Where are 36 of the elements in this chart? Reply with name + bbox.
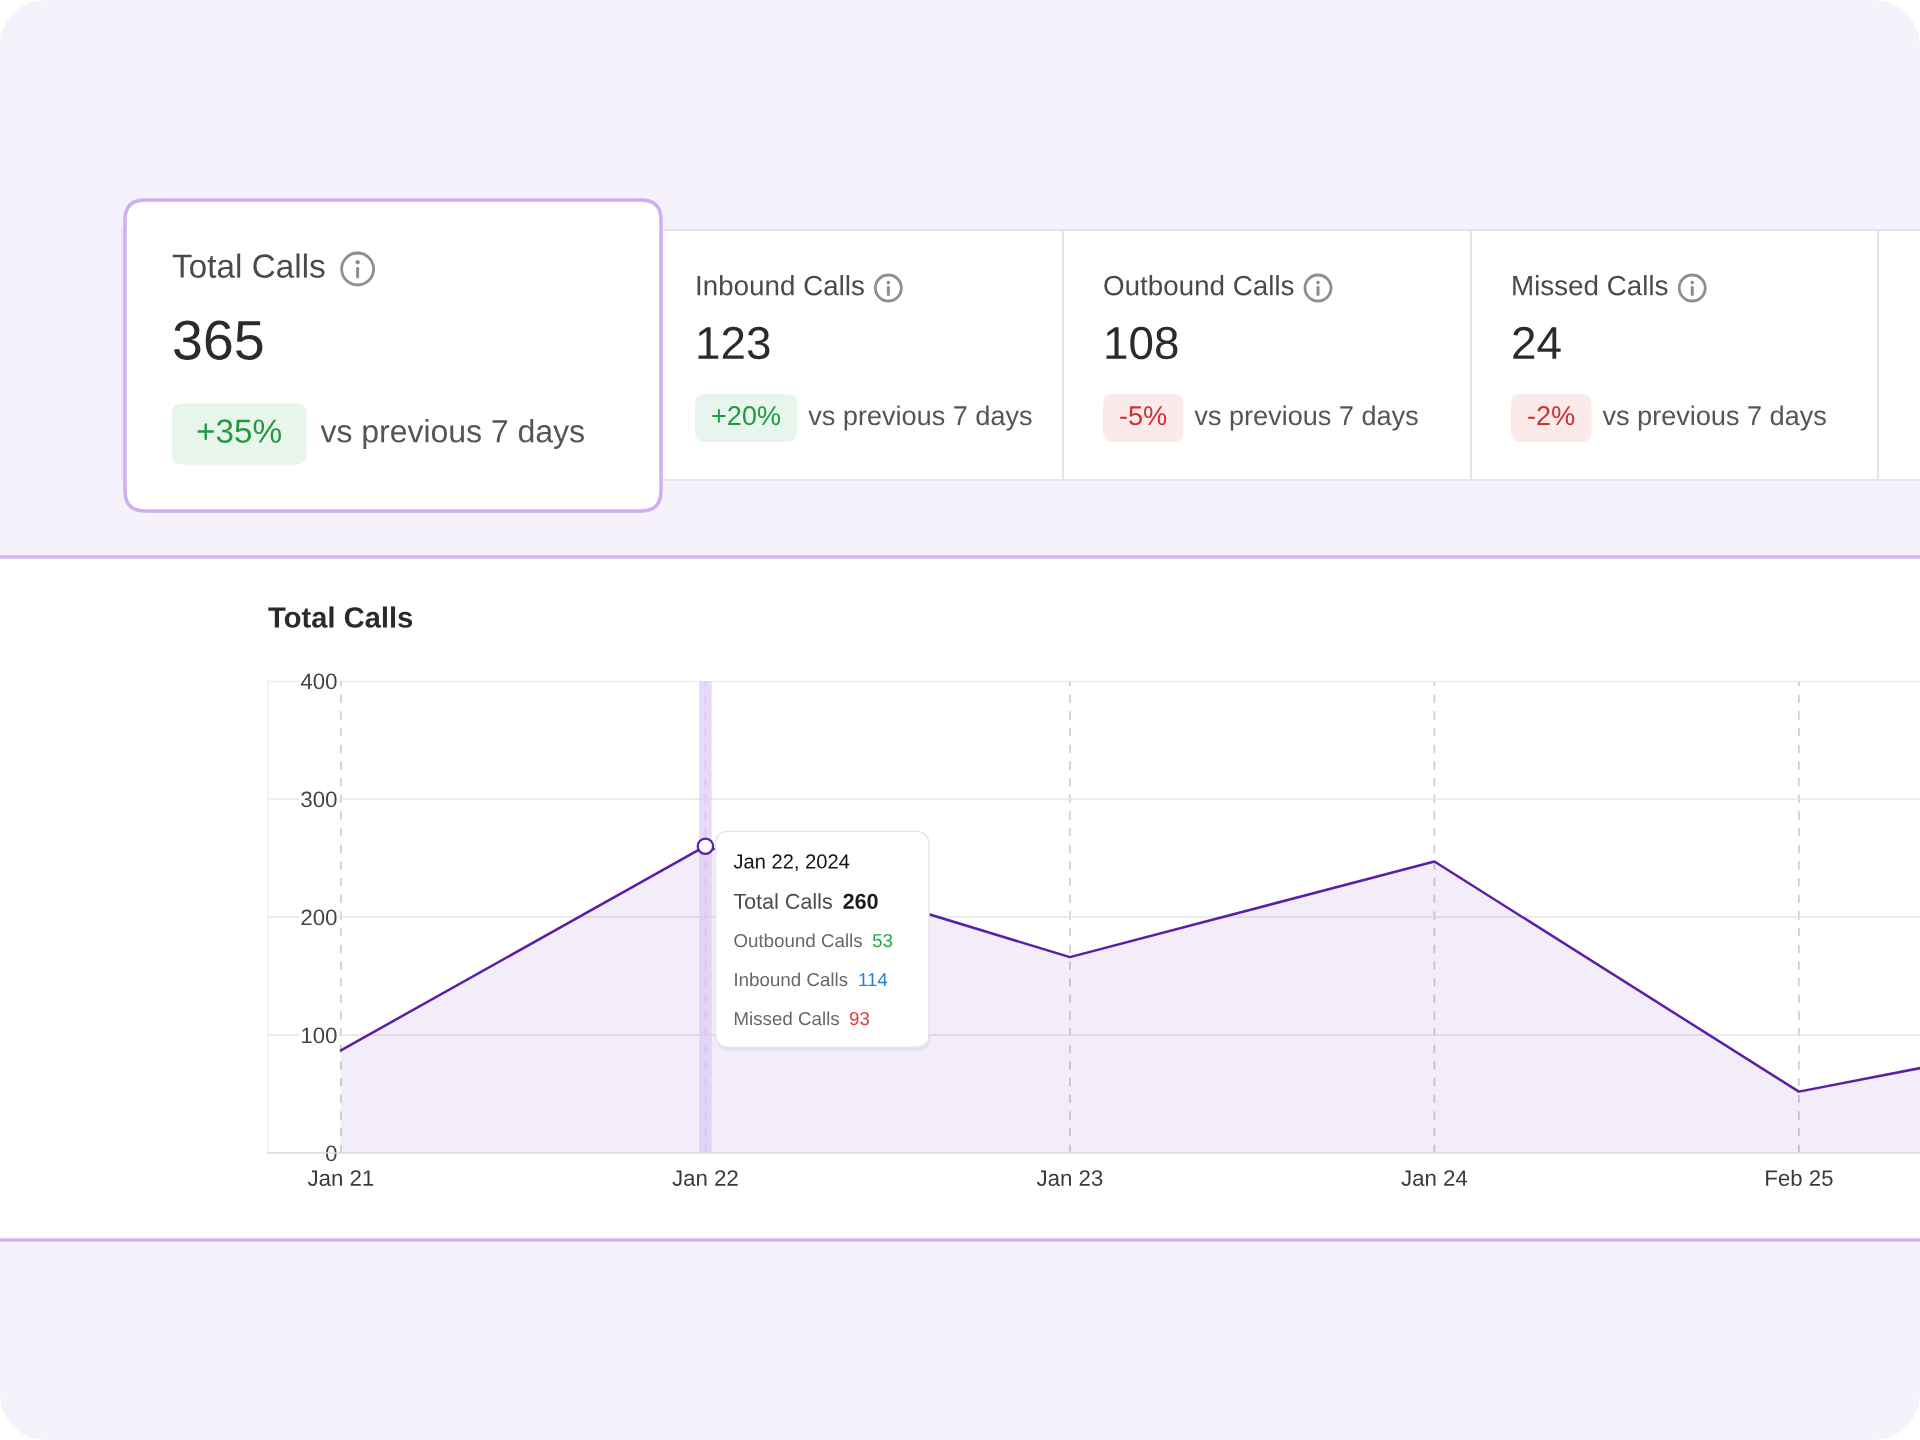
text: +35% <box>197 419 281 443</box>
annotation: Outbound Calls <box>734 933 862 948</box>
text: vs previous 7 days <box>1194 405 1418 431</box>
x-tick-label: Feb 25 <box>1766 1169 1833 1186</box>
y-tick-label: 300 <box>301 791 337 808</box>
y-tick-label: 400 <box>300 673 337 690</box>
annotation: 53 <box>872 933 893 948</box>
text: +20% <box>712 406 781 426</box>
text: Total Calls <box>172 253 325 278</box>
text: 365 <box>174 320 263 360</box>
annotation: Jan 22, 2024 <box>733 854 850 871</box>
text: -5% <box>1120 406 1167 426</box>
text: vs previous 7 days <box>320 419 584 449</box>
y-tick-label: 200 <box>301 909 337 926</box>
text: Missed Calls <box>1513 275 1668 296</box>
annotation: 260 <box>843 893 878 909</box>
x-tick-label: Jan 21 <box>307 1170 374 1186</box>
text: 24 <box>1513 326 1561 359</box>
y-tick-label: 100 <box>302 1027 337 1044</box>
annotation: Inbound Calls <box>735 972 848 987</box>
text: Inbound Calls <box>697 275 864 296</box>
chart-title: Total Calls <box>268 606 413 628</box>
x-tick-label: Jan 23 <box>1036 1170 1103 1186</box>
text: vs previous 7 days <box>1602 405 1826 431</box>
annotation: 93 <box>849 1011 870 1026</box>
text: Outbound Calls <box>1104 275 1294 296</box>
x-tick-label: Jan 22 <box>672 1170 738 1186</box>
text: vs previous 7 days <box>808 405 1032 431</box>
y-tick-label: 0 <box>325 1145 337 1162</box>
text: 123 <box>698 326 770 360</box>
annotation: Total Calls <box>733 893 832 909</box>
text: 108 <box>1106 326 1178 360</box>
text: -2% <box>1528 406 1575 426</box>
annotation: Missed Calls <box>734 1011 839 1026</box>
annotation: 114 <box>859 973 888 987</box>
x-tick-label: Jan 24 <box>1401 1170 1468 1186</box>
